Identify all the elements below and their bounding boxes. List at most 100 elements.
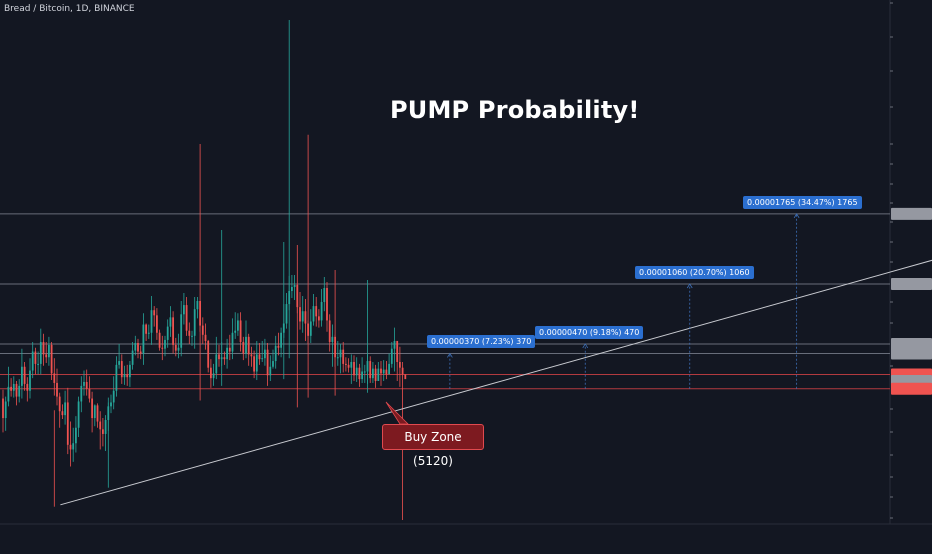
target-label[interactable]: 0.00000470 (9.18%) 470 — [535, 325, 644, 339]
candle-body — [147, 332, 150, 334]
candle-body — [58, 396, 61, 412]
candle-body — [377, 368, 380, 381]
candle-body — [393, 340, 396, 349]
candle-body — [26, 383, 29, 391]
candle-body — [320, 302, 323, 321]
candle-body — [237, 320, 239, 331]
candle-body — [131, 350, 134, 365]
candle-body — [299, 307, 301, 322]
candle-body — [328, 320, 331, 342]
candle-body — [264, 349, 266, 359]
candle-body — [93, 405, 96, 419]
candle-body — [353, 362, 355, 376]
candle-body — [120, 361, 123, 378]
candle-body — [207, 340, 210, 368]
candle-body — [372, 368, 374, 379]
candle-body — [158, 332, 161, 348]
candle-body — [345, 363, 347, 365]
price-axis[interactable] — [890, 2, 932, 519]
candle-body — [83, 381, 85, 386]
price-badge — [891, 278, 932, 290]
candle-body — [61, 411, 64, 416]
candle-body — [261, 358, 264, 360]
candle-body — [183, 305, 185, 315]
candle-body — [37, 363, 39, 365]
candle-body — [269, 366, 272, 376]
target-label[interactable]: 0.00000370 (7.23%) 370 — [427, 335, 536, 349]
candle-body — [312, 306, 315, 322]
candle-body — [301, 311, 304, 322]
candle-body — [309, 321, 312, 336]
candle-body — [2, 398, 4, 419]
buy-zone-label[interactable]: Buy Zone (5120) — [382, 424, 484, 468]
candle-body — [396, 340, 399, 362]
candle-body — [23, 366, 26, 384]
candle-body — [34, 351, 37, 364]
candle-body — [39, 341, 42, 364]
candle-body — [291, 287, 293, 291]
headline-text: PUMP Probability! — [390, 96, 640, 124]
candle-body — [145, 324, 147, 334]
candle-body — [293, 285, 296, 287]
support-trendline — [60, 259, 932, 506]
candle-body — [153, 310, 156, 316]
candle-body — [91, 398, 93, 419]
candle-body — [347, 364, 350, 368]
candle-body — [404, 374, 407, 380]
target-label[interactable]: 0.00001765 (34.47%) 1765 — [743, 195, 862, 209]
candle-body — [374, 368, 377, 381]
candle-body — [29, 370, 31, 391]
trendline[interactable] — [60, 253, 932, 506]
candle-body — [18, 385, 21, 397]
candle-body — [331, 336, 334, 342]
candle-body — [390, 348, 393, 364]
candle-body — [69, 444, 72, 450]
candle-body — [399, 362, 401, 368]
candle-body — [169, 317, 172, 327]
candle-body — [99, 421, 102, 430]
candle-body — [110, 402, 112, 407]
candle-body — [126, 374, 129, 378]
candle-body — [77, 401, 80, 428]
candle-body — [161, 347, 164, 349]
candle-body — [53, 373, 56, 383]
candle-body — [123, 374, 126, 378]
candle-body — [48, 344, 50, 358]
price-badge — [891, 337, 932, 350]
candle-body — [64, 402, 66, 416]
candle-body — [4, 401, 7, 419]
candle-body — [88, 388, 91, 399]
candle-body — [258, 354, 261, 360]
candle-body — [15, 383, 18, 397]
candle-body — [231, 332, 234, 352]
candle-body — [242, 341, 245, 354]
target-label[interactable]: 0.00001060 (20.70%) 1060 — [635, 266, 754, 279]
candle-body — [350, 362, 353, 368]
candle-body — [96, 405, 99, 422]
candle-body — [253, 356, 255, 372]
candle-body — [142, 324, 145, 354]
candle-body — [139, 351, 142, 354]
candle-body — [31, 351, 34, 371]
candle-body — [266, 349, 269, 376]
candle-body — [355, 367, 358, 376]
candles — [2, 20, 407, 520]
candle-body — [150, 310, 153, 333]
candle-body — [223, 357, 226, 360]
candle-body — [285, 304, 288, 324]
candle-body — [112, 390, 115, 403]
candle-body — [212, 373, 215, 379]
candle-body — [85, 381, 88, 389]
candle-body — [66, 402, 69, 445]
candle-body — [385, 369, 388, 375]
candle-body — [115, 364, 118, 391]
candle-body — [228, 347, 231, 352]
candle-body — [247, 336, 250, 355]
price-badge — [891, 207, 932, 220]
candle-body — [164, 339, 166, 349]
candle-body — [323, 288, 326, 302]
candle-body — [318, 316, 320, 321]
price-badge — [891, 382, 932, 395]
